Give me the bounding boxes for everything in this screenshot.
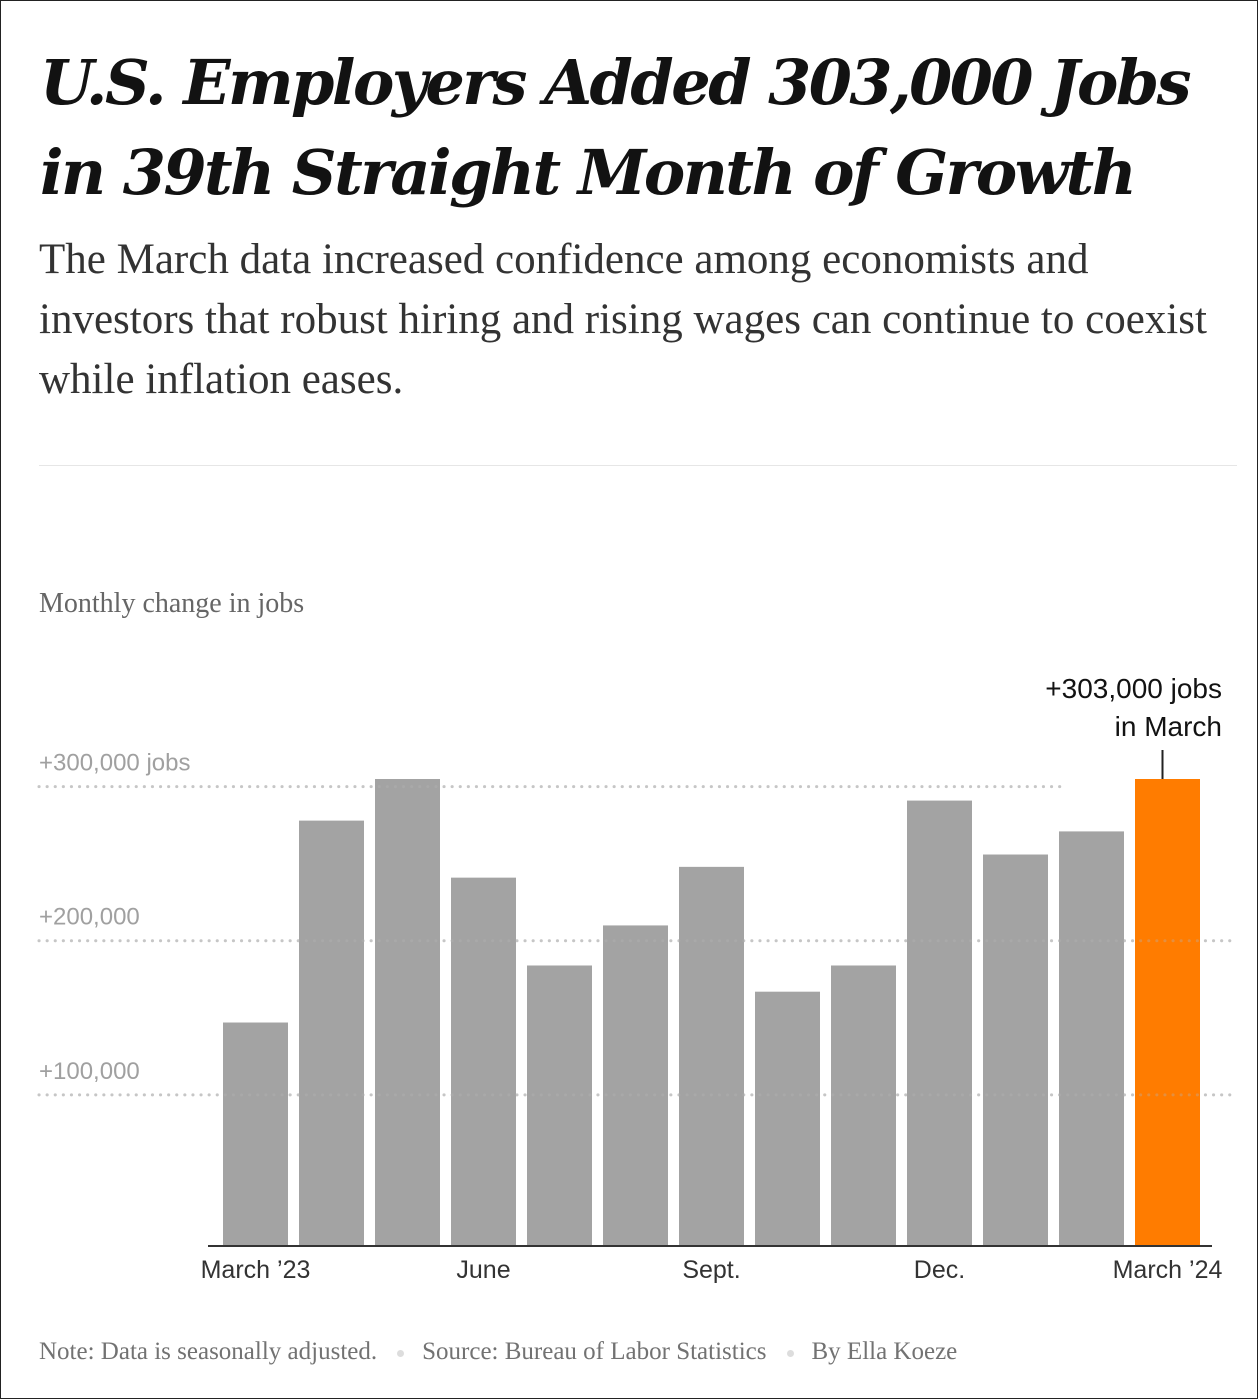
- headline: U.S. Employers Added 303,000 Jobs in 39t…: [40, 46, 1192, 209]
- y-tick-label: +300,000 jobs: [39, 750, 190, 777]
- bar: [375, 779, 440, 1246]
- x-tick-label: Sept.: [682, 1256, 740, 1284]
- y-tick-label: +100,000: [39, 1058, 140, 1085]
- bar: [983, 854, 1048, 1246]
- footer-source: Source: Bureau of Labor Statistics: [422, 1338, 767, 1365]
- bar-highlight: [1135, 779, 1200, 1246]
- y-tick-label: +200,000: [39, 904, 140, 931]
- bar: [1059, 831, 1124, 1246]
- bar: [603, 925, 668, 1246]
- divider: [39, 465, 1237, 466]
- chart-label: Monthly change in jobs: [39, 588, 305, 619]
- footer: Note: Data is seasonally adjusted. Source…: [39, 1338, 957, 1366]
- x-tick-label: June: [456, 1256, 510, 1284]
- footer-note: Note: Data is seasonally adjusted.: [39, 1338, 378, 1365]
- x-tick-label: March ’24: [1113, 1256, 1223, 1284]
- bar: [907, 800, 972, 1246]
- y-tick-labels: +100,000 +200,000 +300,000 jobs: [39, 750, 190, 1085]
- x-tick-labels: March ’23 June Sept. Dec. March ’24: [201, 1256, 1223, 1284]
- bar-chart: +100,000 +200,000 +300,000 jobs March ’23 J…: [37, 673, 1239, 1284]
- bar: [755, 991, 820, 1246]
- bars: [37, 779, 1239, 1246]
- separator-dot: [786, 1349, 794, 1357]
- footer-byline: By Ella Koeze: [811, 1338, 958, 1365]
- annotation-text: +303,000 jobs: [1045, 673, 1222, 704]
- bar: [831, 965, 896, 1246]
- bar: [223, 1022, 288, 1246]
- dek: The March data increased confidence amon…: [39, 236, 1207, 403]
- separator-dot: [397, 1349, 405, 1357]
- bar: [451, 877, 516, 1246]
- bar: [679, 866, 744, 1246]
- annotation-text: in March: [1115, 711, 1222, 742]
- x-tick-label: March ’23: [201, 1256, 311, 1284]
- annotation: +303,000 jobs in March: [1045, 673, 1222, 779]
- x-tick-label: Dec.: [914, 1256, 965, 1284]
- bar: [527, 965, 592, 1246]
- bar: [299, 820, 364, 1246]
